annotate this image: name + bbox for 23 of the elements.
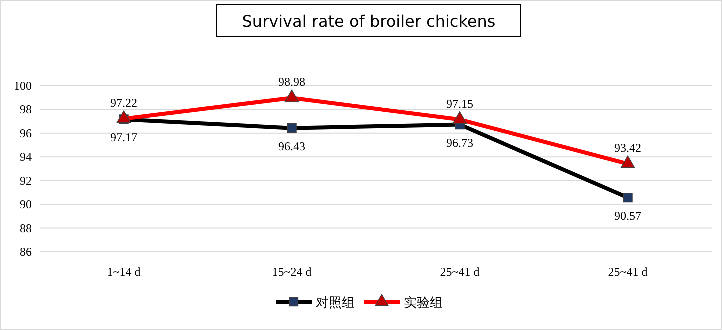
data-label: 97.22 bbox=[110, 96, 138, 110]
x-tick-label: 25~41 d bbox=[608, 265, 648, 279]
chart-title: Survival rate of broiler chickens bbox=[242, 12, 496, 31]
y-tick-label: 98 bbox=[20, 102, 32, 117]
data-label: 96.43 bbox=[278, 139, 306, 154]
data-label: 96.73 bbox=[446, 136, 474, 150]
y-tick-label: 94 bbox=[20, 150, 32, 164]
y-tick-label: 86 bbox=[20, 245, 32, 259]
x-tick-label: 15~24 d bbox=[272, 265, 312, 279]
x-tick-label: 1~14 d bbox=[107, 265, 141, 279]
data-label: 97.17 bbox=[110, 130, 138, 145]
y-tick-label: 88 bbox=[20, 221, 32, 236]
data-label: 98.98 bbox=[278, 75, 306, 90]
y-tick-label: 92 bbox=[20, 174, 32, 188]
y-tick-label: 90 bbox=[20, 198, 32, 212]
y-tick-label: 100 bbox=[14, 79, 32, 93]
legend-label: 实验组 bbox=[404, 296, 443, 311]
data-label: 97.15 bbox=[446, 96, 474, 111]
data-label: 93.42 bbox=[614, 141, 642, 156]
y-tick-label: 96 bbox=[20, 126, 32, 140]
data-label: 90.57 bbox=[614, 208, 642, 223]
legend-label: 对照组 bbox=[316, 296, 355, 311]
x-tick-label: 25~41 d bbox=[440, 265, 480, 279]
